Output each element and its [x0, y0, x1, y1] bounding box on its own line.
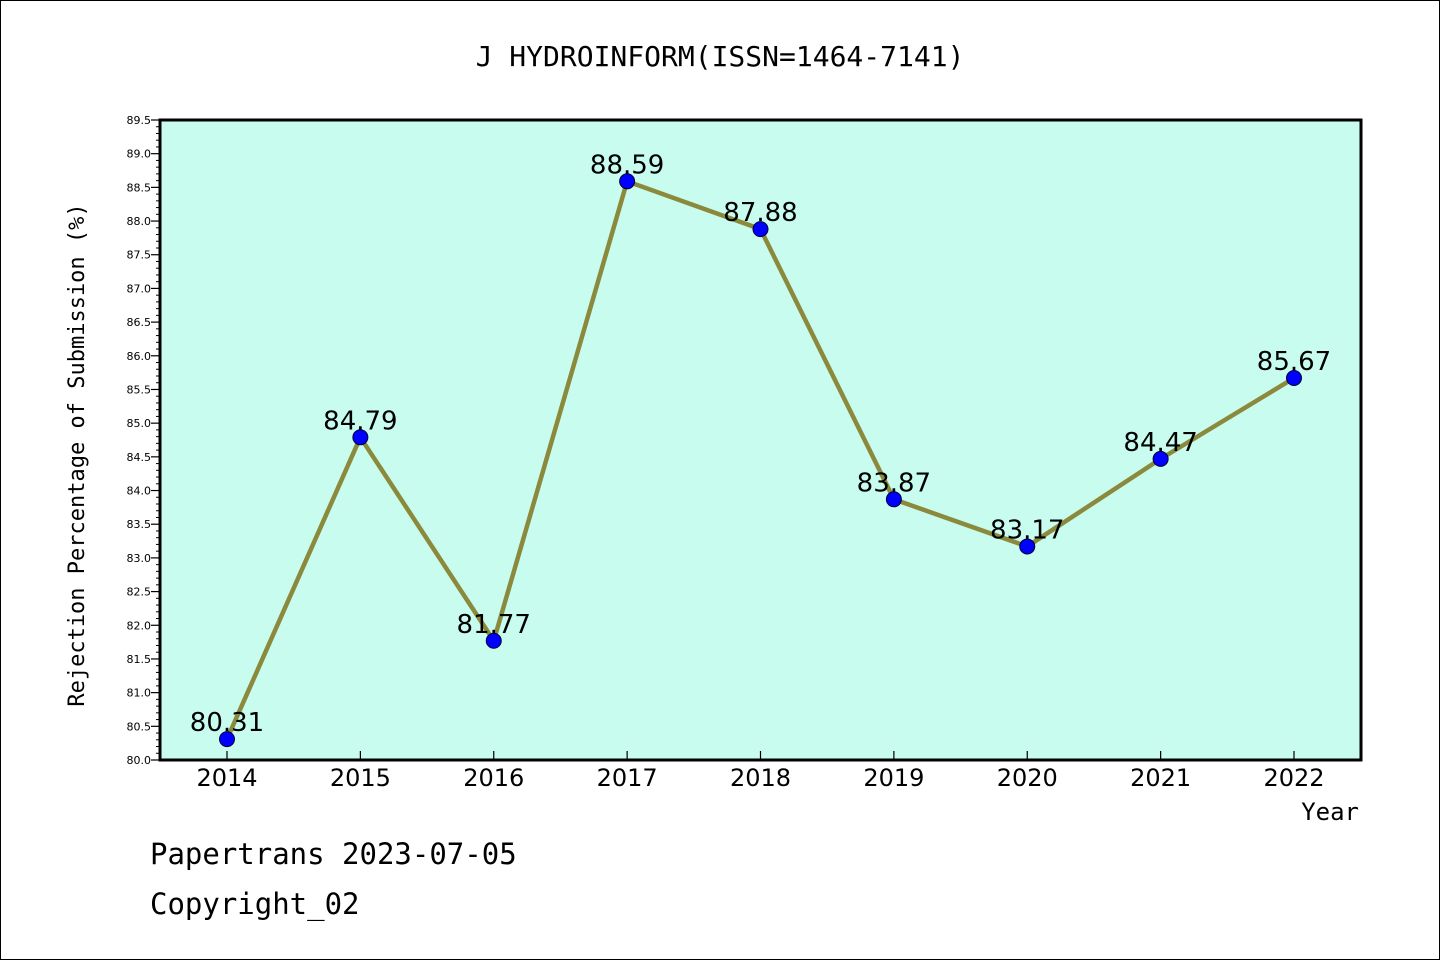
data-point [352, 429, 369, 446]
y-tick-label: 85.5 [127, 383, 152, 396]
data-label: 83.17 [990, 515, 1064, 545]
data-labels: 80.31 84.79 81.77 88.59 87.88 83.87 83.17 84.47… [190, 150, 1331, 738]
y-axis-label: Rejection Percentage of Submission (%) [65, 203, 90, 706]
footer-date: Papertrans 2023-07-05 [150, 837, 517, 871]
y-tick-label: 89.0 [127, 148, 152, 161]
y-tick-label: 81.0 [127, 687, 152, 700]
y-tick-label: 84.0 [127, 485, 152, 498]
data-point [1019, 538, 1036, 555]
x-tick-label: 2018 [730, 764, 791, 792]
y-tick-label: 83.5 [127, 518, 152, 531]
data-label: 83.87 [857, 468, 931, 498]
x-tick-label: 2020 [997, 764, 1058, 792]
data-point [219, 731, 235, 748]
y-tick-label: 87.5 [127, 249, 152, 262]
y-tick-label: 81.5 [127, 653, 152, 666]
y-tick-label: 84.5 [127, 451, 152, 464]
y-tick-label: 87.0 [127, 282, 152, 295]
x-tick-label: 2014 [196, 764, 257, 792]
plot-border [158, 118, 1363, 762]
x-axis-label: Year [1301, 798, 1359, 826]
y-tick-label: 86.0 [127, 350, 152, 363]
data-label: 84.47 [1123, 428, 1197, 458]
y-tick-label: 88.0 [127, 215, 152, 228]
x-tick-label: 2019 [863, 764, 924, 792]
series-markers [219, 173, 1302, 748]
data-label: 85.67 [1257, 347, 1331, 377]
x-tick-label: 2015 [330, 764, 391, 792]
data-point [885, 491, 902, 508]
y-tick-label: 86.5 [127, 316, 152, 329]
x-tick-label: 2017 [597, 764, 658, 792]
y-tick-label: 85.0 [127, 417, 152, 430]
footer-copyright: Copyright_02 [150, 887, 360, 922]
y-axis-ticks: 80.0 80.5 81.0 81.5 82.0 82.5 83.0 83.5 84.0 84.5… [127, 114, 160, 767]
x-tick-label: 2016 [463, 764, 524, 792]
y-tick-label: 82.0 [127, 619, 152, 632]
data-point [485, 632, 502, 649]
data-label: 87.88 [723, 198, 797, 228]
x-tick-label: 2022 [1263, 764, 1324, 792]
data-label: 80.31 [190, 708, 264, 738]
data-label: 84.79 [323, 406, 397, 436]
y-tick-label: 82.5 [127, 586, 152, 599]
y-tick-label: 89.5 [127, 114, 152, 127]
data-point [752, 221, 769, 238]
y-tick-label: 80.0 [127, 754, 152, 767]
x-axis-ticks: 2014 2015 2016 2017 2018 2019 2020 2021 2022 [196, 751, 1325, 792]
data-point [1286, 370, 1302, 387]
chart-title: J HYDROINFORM(ISSN=1464-7141) [476, 40, 965, 73]
data-point [1152, 450, 1169, 467]
y-tick-label: 83.0 [127, 552, 152, 565]
data-point [619, 173, 636, 190]
y-tick-label: 80.5 [127, 720, 152, 733]
x-tick-label: 2021 [1130, 764, 1191, 792]
y-tick-label: 88.5 [127, 181, 152, 194]
data-label: 88.59 [590, 150, 664, 180]
data-label: 81.77 [457, 610, 531, 640]
